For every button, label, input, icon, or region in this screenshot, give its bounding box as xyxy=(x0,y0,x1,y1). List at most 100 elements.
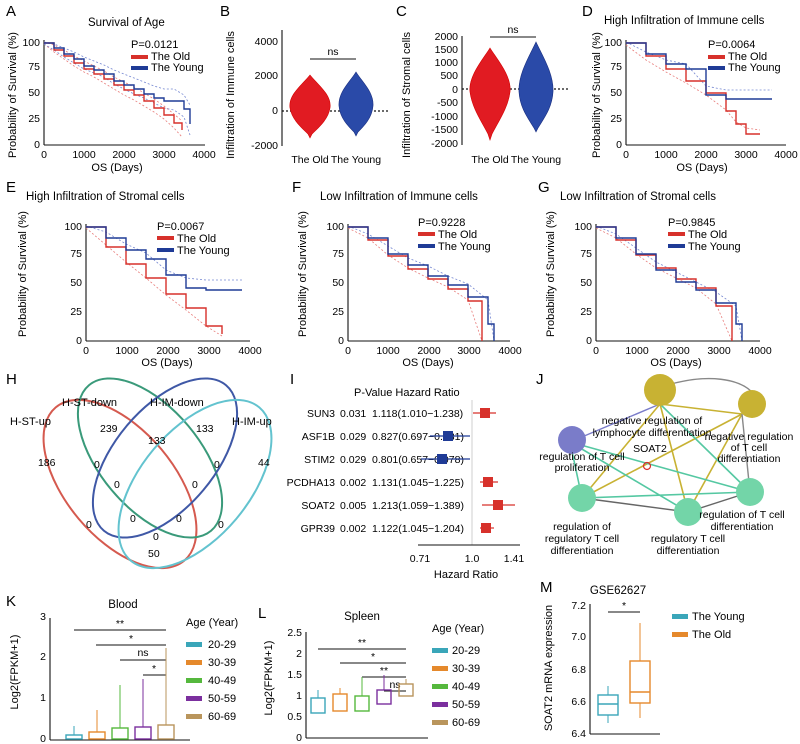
km-xlabel-d: OS (Days) xyxy=(676,162,727,174)
venn-num-im-down-im-up: 0 xyxy=(214,459,220,471)
box-20-29 xyxy=(65,734,83,740)
venn-num-quad: 0 xyxy=(153,531,159,543)
km-title-a: Survival of Age xyxy=(88,17,165,29)
age-legend-title-k: Age (Year) xyxy=(186,617,238,629)
venn-num-im-down-only: 133 xyxy=(196,423,214,435)
panel-m: M GSE62627 SOAT2 mRNA expression 6.4 6.6… xyxy=(540,579,745,740)
box-old xyxy=(629,660,651,704)
xtick-2000: 2000 xyxy=(112,149,136,161)
ytick-75: 75 xyxy=(610,61,622,73)
panel-label-i: I xyxy=(290,371,294,388)
ytick-l: 2 xyxy=(296,648,302,660)
forest-gene: STIM2 xyxy=(304,454,335,466)
km-ylabel-g: Probability of Survival (%) xyxy=(545,211,557,337)
edge xyxy=(581,403,661,499)
yticks-a: 0 25 50 75 100 xyxy=(22,37,40,151)
km-p-f: P=0.9228 xyxy=(418,217,465,229)
ytick-l: 1 xyxy=(296,690,302,702)
panel-label-d: D xyxy=(582,3,593,20)
km-ylabel-f: Probability of Survival (%) xyxy=(297,211,309,337)
legend-young-m: The Young xyxy=(692,611,745,623)
age-item: 50-59 xyxy=(208,693,236,705)
age-item: 20-29 xyxy=(208,639,236,651)
ytick-l: 0.5 xyxy=(287,711,302,723)
legend-old-g: The Old xyxy=(688,229,727,241)
forest-gene: SOAT2 xyxy=(301,500,335,512)
age-swatch xyxy=(186,642,202,647)
forest-xtick-10: 1.0 xyxy=(465,553,480,565)
forest-xlabel: Hazard Ratio xyxy=(434,569,498,581)
xtick-0: 0 xyxy=(345,345,351,357)
xtick-4000: 4000 xyxy=(748,345,772,357)
label-n1b: lymphocyte differentiation xyxy=(593,427,712,439)
sig-l-1: ** xyxy=(358,637,366,649)
xtick-4000: 4000 xyxy=(192,149,216,161)
sig-label-c: ns xyxy=(507,24,518,36)
xtick-0: 0 xyxy=(83,345,89,357)
venn-label-st-up: H-ST-up xyxy=(10,416,51,428)
edge xyxy=(569,441,689,513)
legend-young-d: The Young xyxy=(728,62,781,74)
venn-num-st-down-im-down: 133 xyxy=(148,435,166,447)
edge xyxy=(581,491,751,499)
km-xlabel-g: OS (Days) xyxy=(650,357,701,369)
node-neg-reg-t-cell xyxy=(738,390,766,418)
age-item: 50-59 xyxy=(452,699,480,711)
node-reg-regulatory xyxy=(568,484,596,512)
label-n3: regulation of T cell xyxy=(539,451,624,463)
ytick-c-0: 0 xyxy=(452,84,458,96)
xtick-3000: 3000 xyxy=(152,149,176,161)
panel-c: C Infiltration of Stromal cells 2000 150… xyxy=(396,3,568,166)
km-curve-young-a xyxy=(44,42,191,124)
venn-set-st-down xyxy=(76,377,224,539)
legend-swatch-young-d xyxy=(708,66,725,70)
km-title-d: High Infiltration of Immune cells xyxy=(604,15,765,27)
legend-swatch-old-e xyxy=(157,236,174,240)
age-swatch xyxy=(186,714,202,719)
box-60-69 xyxy=(398,683,414,697)
sig-l-4: ns xyxy=(389,679,400,691)
ytick-m: 6.8 xyxy=(571,664,586,676)
box-60-69 xyxy=(157,724,175,740)
point-asf1b xyxy=(443,431,453,441)
ytick-k: 0 xyxy=(40,733,46,744)
panel-label-j: J xyxy=(536,371,544,388)
forest-gene: PCDHA13 xyxy=(287,477,336,489)
forest-p: 0.029 xyxy=(340,454,366,466)
sig-m: * xyxy=(622,600,626,612)
forest-p: 0.031 xyxy=(340,408,366,420)
group-old-c: The Old xyxy=(471,154,509,166)
ytick-m: 7.2 xyxy=(571,600,586,612)
age-item: 60-69 xyxy=(452,717,480,729)
panel-i: I P-Value Hazard Ratio SUN3 0.031 1.118(… xyxy=(287,371,525,581)
box-young xyxy=(597,694,619,716)
km-xlabel-f: OS (Days) xyxy=(402,357,453,369)
ytick-c-500: 500 xyxy=(440,70,458,82)
forest-xtick-071: 0.71 xyxy=(410,553,431,565)
ytick-50: 50 xyxy=(70,277,82,289)
panel-j: J SOAT2 negative regulation of lymphoc xyxy=(536,371,794,557)
age-swatch xyxy=(432,702,448,707)
age-item: 40-49 xyxy=(452,681,480,693)
xtick-1000: 1000 xyxy=(625,345,649,357)
box-40-49 xyxy=(111,727,129,740)
km-curve-old-e xyxy=(86,226,223,334)
box-40-49 xyxy=(354,695,370,712)
venn-num-triple-4: 0 xyxy=(176,513,182,525)
ytick-b-neg2000: -2000 xyxy=(251,140,278,152)
venn-set-im-down xyxy=(91,377,239,539)
age-item: 40-49 xyxy=(208,675,236,687)
label-n4b: regulatory T cell xyxy=(545,533,619,545)
violin-young-b xyxy=(338,71,374,137)
panel-f: F Low Infiltration of Immune cells Proba… xyxy=(292,179,522,369)
venn-num-st-up-im-up: 50 xyxy=(148,548,160,560)
ytick-100: 100 xyxy=(574,221,592,233)
ytick-50: 50 xyxy=(332,277,344,289)
km-curve-young-f xyxy=(348,226,495,341)
km-title-f: Low Infiltration of Immune cells xyxy=(320,191,478,203)
legend-old-m: The Old xyxy=(692,629,731,641)
legend-swatch-old-d xyxy=(708,55,725,59)
legend-swatch-young-f xyxy=(418,244,435,248)
ytick-b-0: 0 xyxy=(272,105,278,117)
